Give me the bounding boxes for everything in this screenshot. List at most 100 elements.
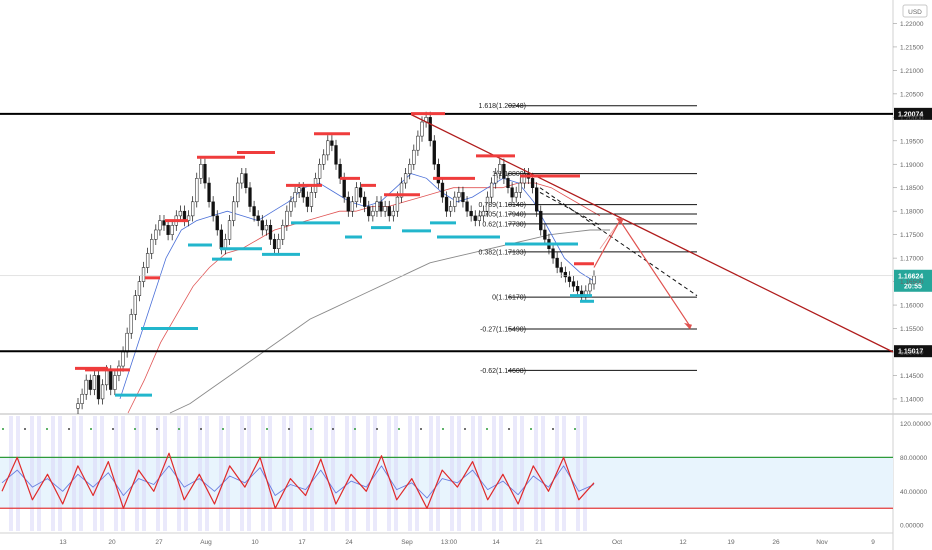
- candle-body: [481, 210, 486, 217]
- time-tick-label: 10: [251, 539, 259, 546]
- candle-body: [592, 275, 596, 285]
- candle-body: [145, 253, 150, 268]
- osc-highlight-bar: [198, 416, 202, 531]
- candle-body: [391, 210, 395, 217]
- osc-signal-dot: [46, 428, 48, 430]
- candle-body: [162, 220, 166, 226]
- price-tick-label: 1.14500: [900, 373, 924, 380]
- fib-level-label: 0.62(1.17730): [482, 221, 526, 228]
- candle-body: [203, 164, 207, 184]
- price-tick-label: 1.16500: [900, 279, 924, 286]
- axes: 1.22000 1.21500 1.21000 1.20500 1.20000 1.195…: [59, 21, 931, 546]
- time-tick-label: 12: [679, 539, 687, 546]
- candle-body: [231, 201, 236, 221]
- projection-dashed-line: [539, 187, 698, 297]
- fib-level-label: 0(1.16170): [492, 295, 526, 302]
- osc-highlight-bar: [436, 416, 440, 531]
- osc-highlight-bar: [352, 416, 356, 531]
- osc-highlight-bar: [205, 416, 209, 531]
- key-level-tag-label: 1.20074: [898, 111, 923, 118]
- candle-body: [489, 182, 494, 198]
- candle-body: [551, 248, 555, 259]
- candle-body: [416, 135, 420, 151]
- osc-signal-dot: [112, 428, 114, 430]
- candle-body: [510, 187, 514, 198]
- osc-highlight-bar: [58, 416, 62, 531]
- time-tick-label: 19: [727, 539, 735, 546]
- candle-body: [264, 225, 269, 231]
- candle-body: [158, 220, 162, 231]
- price-tick-label: 1.18500: [900, 185, 924, 192]
- candle-body: [186, 215, 191, 221]
- fib-level-label: -0.62(1.14608): [480, 368, 526, 375]
- candle-body: [555, 257, 559, 268]
- osc-highlight-bar: [30, 416, 34, 531]
- candle-body: [469, 210, 473, 217]
- osc-signal-dot: [464, 428, 466, 430]
- candle-body: [219, 229, 223, 249]
- osc-highlight-bar: [156, 416, 160, 531]
- candle-body: [88, 379, 92, 390]
- candle-body: [383, 206, 387, 212]
- candle-body: [154, 229, 158, 240]
- candle-body: [575, 286, 580, 292]
- candle-body: [473, 215, 477, 221]
- currency-button-box[interactable]: [902, 4, 928, 18]
- candle-body: [129, 314, 133, 334]
- osc-highlight-bar: [457, 416, 461, 531]
- osc-signal-dot: [134, 428, 136, 430]
- time-tick-label: 9: [871, 539, 875, 546]
- osc-highlight-bar: [282, 416, 286, 531]
- price-tick-label: 1.22000: [900, 21, 924, 28]
- candle-body: [293, 192, 297, 203]
- candle-body: [137, 281, 142, 296]
- osc-highlight-bar: [9, 416, 13, 531]
- candle-body: [403, 173, 408, 184]
- candle-body: [105, 370, 109, 386]
- price-tick-label: 1.19000: [900, 162, 924, 169]
- osc-highlight-bar: [163, 416, 167, 531]
- price-tick-label: 1.17000: [900, 256, 924, 263]
- candle-body: [199, 164, 203, 179]
- candle-body: [248, 187, 252, 207]
- time-tick-label: 17: [298, 539, 306, 546]
- candle-body: [330, 140, 334, 146]
- osc-highlight-bar: [394, 416, 398, 531]
- osc-highlight-bar: [562, 416, 566, 531]
- osc-highlight-bar: [331, 416, 335, 531]
- current-price-label: 1.16624: [898, 273, 923, 280]
- osc-highlight-bar: [513, 416, 517, 531]
- osc-highlight-bar: [247, 416, 251, 531]
- candle-body: [334, 145, 338, 165]
- osc-highlight-bar: [79, 416, 83, 531]
- osc-signal-dot: [420, 428, 422, 430]
- osc-signal-dot: [178, 428, 180, 430]
- candle-body: [207, 182, 211, 203]
- candle-body: [252, 206, 256, 217]
- osc-highlight-bar: [492, 416, 496, 531]
- price-tick-label: 1.21500: [900, 44, 924, 51]
- forecast-path-secondary: [599, 220, 621, 249]
- osc-highlight-bar: [520, 416, 524, 531]
- osc-signal-dot: [552, 428, 554, 430]
- time-tick-label: 27: [155, 539, 163, 546]
- candle-body: [461, 192, 465, 203]
- fibonacci-levels: 1.618(1.20248) 1(1.18800) 0.789(1.18140) 0.…: [479, 103, 697, 375]
- osc-highlight-bar: [387, 416, 391, 531]
- candle-body: [412, 149, 416, 165]
- osc-highlight-bar: [114, 416, 118, 531]
- candle-body: [453, 196, 457, 207]
- currency-button[interactable]: USD: [902, 4, 928, 18]
- candle-body: [457, 192, 461, 198]
- candle-body: [317, 164, 322, 179]
- candle-body: [494, 173, 498, 184]
- osc-highlight-bar: [93, 416, 97, 531]
- osc-highlight-bar: [72, 416, 76, 531]
- ma-long-line: [169, 229, 610, 414]
- fib-level-label: 1.618(1.20248): [479, 103, 526, 110]
- osc-signal-dot: [574, 428, 576, 430]
- time-tick-label: Aug: [200, 539, 212, 546]
- candle-body: [502, 164, 506, 179]
- osc-signal-dot: [68, 428, 70, 430]
